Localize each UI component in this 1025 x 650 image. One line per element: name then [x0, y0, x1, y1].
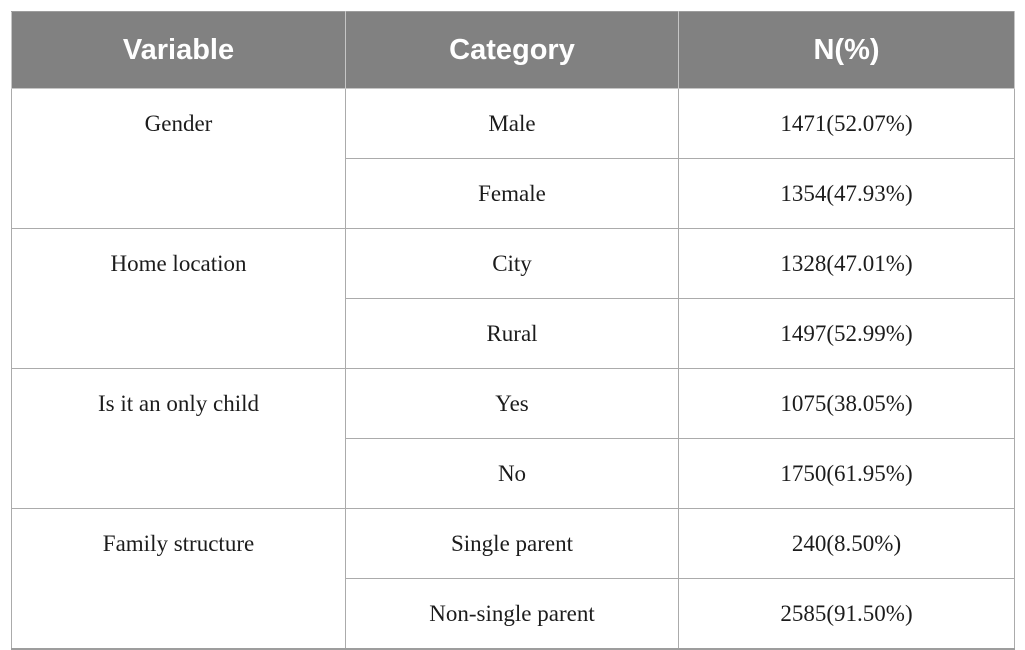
table-row: Female 1354(47.93%) — [12, 158, 1015, 229]
header-cell-n-pct: N(%) — [678, 11, 1015, 89]
count-cell: 240(8.50%) — [678, 508, 1015, 579]
count-cell: 1750(61.95%) — [678, 438, 1015, 509]
header-cell-variable: Variable — [11, 11, 346, 89]
variable-cell: Gender — [11, 88, 346, 229]
category-cell: Rural — [345, 298, 679, 369]
variable-label: Is it an only child — [98, 390, 259, 416]
header-row: Variable Category N(%) — [11, 11, 1015, 89]
variable-cell: Family structure — [11, 508, 346, 650]
count-cell: 1497(52.99%) — [678, 298, 1015, 369]
table-row: Is it an only child Yes 1075(38.05%) — [11, 368, 1015, 509]
variable-label: Gender — [144, 110, 213, 136]
table-row: Gender Male 1471(52.07%) — [11, 88, 1015, 229]
count-cell: 1075(38.05%) — [678, 368, 1015, 439]
header-cell-category: Category — [345, 11, 679, 89]
variable-cell: Home location — [11, 228, 346, 369]
count-cell: 1471(52.07%) — [678, 88, 1015, 159]
category-cell: City — [345, 228, 679, 299]
table-row: Family structure Single parent 240(8.50%… — [11, 508, 1015, 650]
count-cell: 1354(47.93%) — [678, 158, 1015, 229]
variable-label: Family structure — [102, 530, 255, 556]
category-cell: Non-single parent — [345, 578, 679, 650]
category-cell: Female — [345, 158, 679, 229]
category-cell: Male — [345, 88, 679, 159]
category-cell: Yes — [345, 368, 679, 439]
table-row: No 1750(61.95%) — [12, 438, 1015, 509]
category-cell: No — [345, 438, 679, 509]
count-cell: 2585(91.50%) — [678, 578, 1015, 650]
variable-cell: Is it an only child — [11, 368, 346, 509]
count-cell: 1328(47.01%) — [678, 228, 1015, 299]
variable-label: Home location — [110, 250, 247, 276]
table-row: Home location City 1328(47.01%) — [11, 228, 1015, 369]
demographics-table-container: Variable Category N(%) Gender Male 1471(… — [11, 11, 1015, 650]
category-cell: Single parent — [345, 508, 679, 579]
demographics-table: Variable Category N(%) Gender Male 1471(… — [11, 11, 1015, 650]
